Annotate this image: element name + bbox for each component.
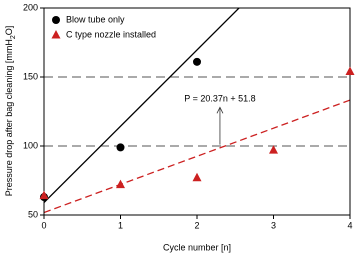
x-axis-label: Cycle number [n] [163,242,231,252]
y-label-main: Pressure drop after bag cleaning [mmH [4,39,14,196]
y-label-end: O] [4,26,14,36]
fit-line [44,8,240,204]
legend-label: Blow tube only [66,14,125,24]
annotation-text: P = 20.37n + 51.8 [184,94,255,104]
data-point [345,66,355,75]
arrow-head [216,106,224,114]
y-tick-label: 50 [28,209,38,219]
x-tick-label: 3 [271,220,276,230]
y-label-sub: 2 [10,35,17,39]
x-tick-label: 0 [41,220,46,230]
legend-marker [51,30,61,39]
data-point [39,190,49,200]
legend-marker [52,16,60,24]
data-point [116,179,125,189]
data-point [192,172,202,182]
data-point [193,57,201,66]
legend-label: C type nozzle installed [66,29,156,39]
plot-area [44,8,350,214]
y-tick-label: 100 [23,140,38,150]
y-axis-label: Pressure drop after bag cleaning [mmH2O] [4,26,16,197]
x-tick-label: 4 [347,220,352,230]
x-tick-label: 1 [118,220,123,230]
x-tick-label: 2 [194,220,199,230]
data-point [116,143,125,152]
y-tick-label: 200 [23,2,38,12]
data-point [269,145,278,154]
y-tick-label: 150 [23,71,38,81]
